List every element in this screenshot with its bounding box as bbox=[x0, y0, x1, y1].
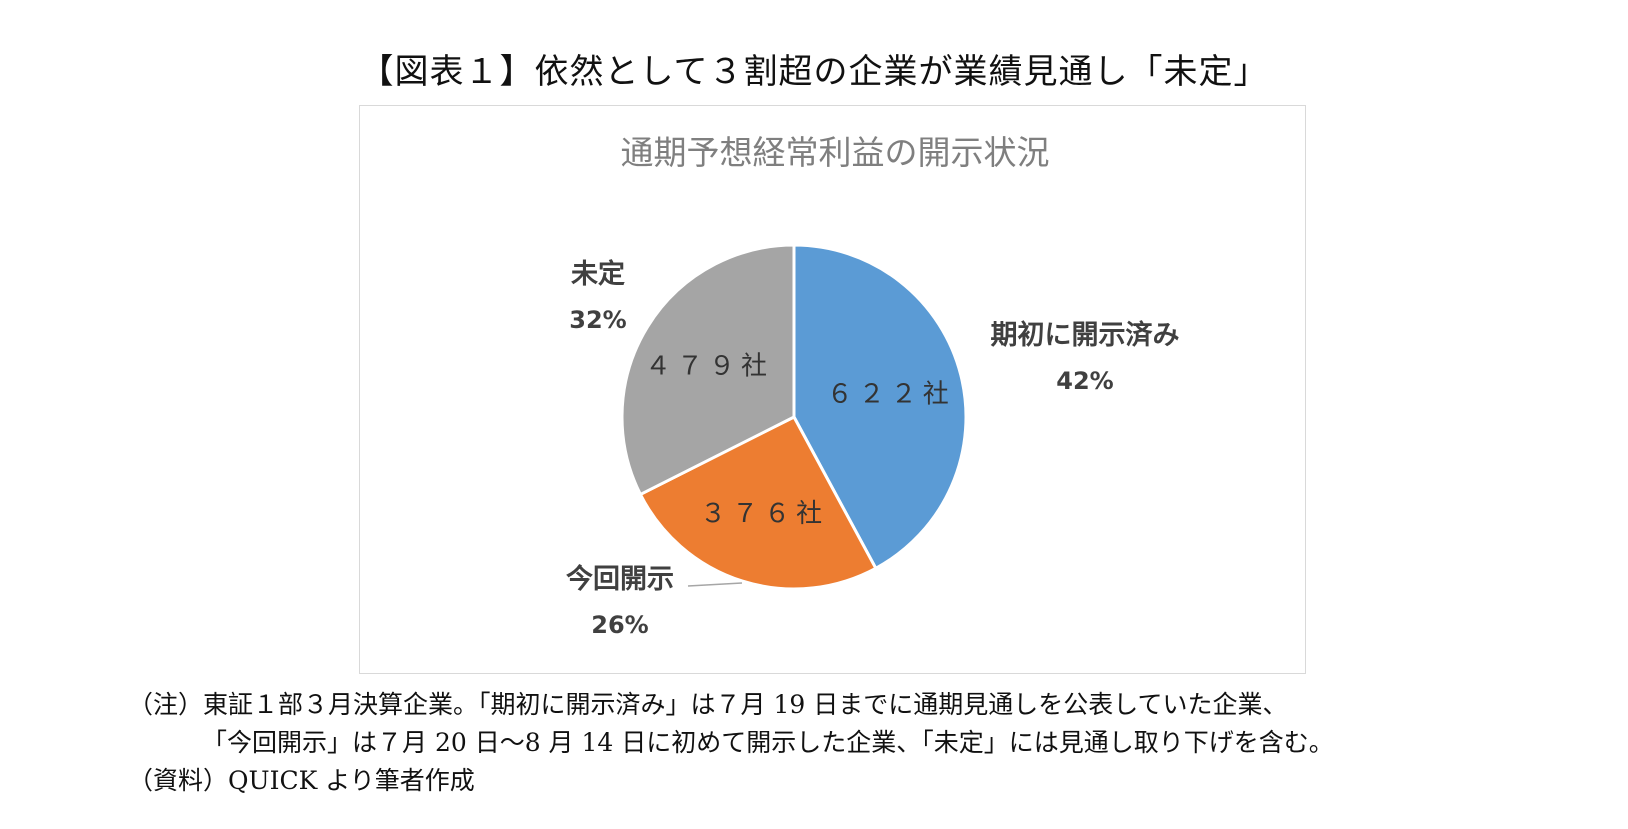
leader-line bbox=[687, 582, 743, 587]
slice-category-label: 今回開示 bbox=[566, 563, 674, 595]
slice-count-label: ４７９社 bbox=[645, 352, 773, 382]
slice-count-label: ６２２社 bbox=[827, 380, 955, 410]
note-line-2: 「今回開示」は７月 20 日〜8 月 14 日に初めて開示した企業、「未定」には… bbox=[202, 728, 1334, 757]
chart-title: 通期予想経常利益の開示状況 bbox=[621, 133, 1050, 172]
slice-count-label: ３７６社 bbox=[700, 499, 828, 529]
slice-percent-label: 32% bbox=[569, 306, 626, 334]
chart-area: 通期予想経常利益の開示状況 ６２２社 ３７６社 ４７９社 期初に開示済み 42% 今回開… bbox=[359, 105, 1306, 674]
pie-chart: 通期予想経常利益の開示状況 ６２２社 ３７６社 ４７９社 期初に開示済み 42% 今回開… bbox=[566, 133, 1180, 639]
note-line-1: （注）東証１部３月決算企業。「期初に開示済み」は７月 19 日までに通期見通しを… bbox=[128, 690, 1288, 719]
slice-percent-label: 26% bbox=[591, 611, 648, 639]
pie-slice bbox=[638, 415, 878, 591]
pie-slice bbox=[620, 243, 796, 497]
slice-category-label: 期初に開示済み bbox=[991, 319, 1180, 351]
notes: （注）東証１部３月決算企業。「期初に開示済み」は７月 19 日までに通期見通しを… bbox=[128, 686, 1568, 800]
source-line: （資料）QUICK より筆者作成 bbox=[128, 766, 475, 795]
figure-title: 【図表１】依然として３割超の企業が業績見通し「未定」 bbox=[359, 52, 1269, 92]
slice-percent-label: 42% bbox=[1056, 367, 1113, 395]
pie-slice bbox=[792, 243, 968, 571]
slice-category-label: 未定 bbox=[571, 258, 625, 290]
